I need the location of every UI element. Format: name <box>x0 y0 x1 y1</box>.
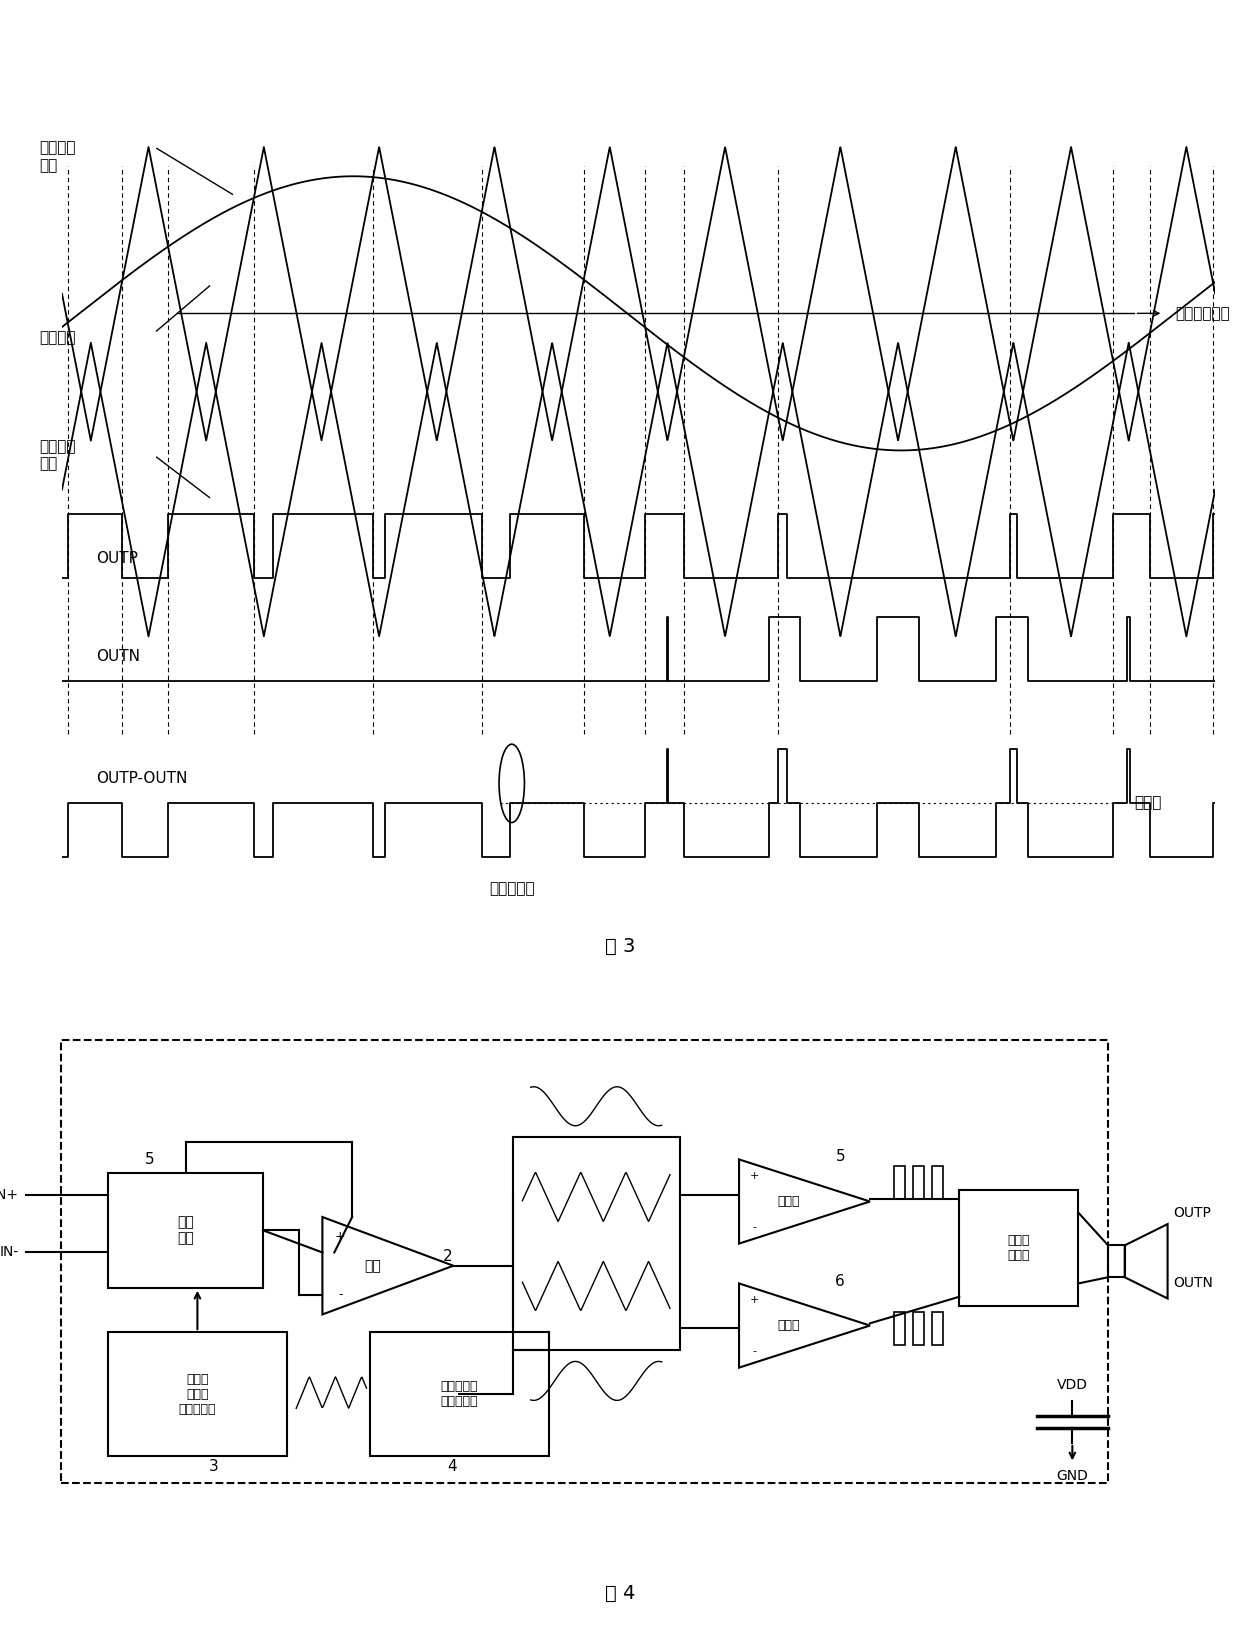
Bar <box>913 1312 924 1345</box>
Text: OUTP: OUTP <box>1173 1206 1211 1219</box>
Text: 3: 3 <box>210 1459 219 1474</box>
Text: 音频信号: 音频信号 <box>38 330 76 346</box>
Text: 5: 5 <box>836 1149 844 1164</box>
Text: 信号零点位置: 信号零点位置 <box>1174 305 1230 322</box>
Bar <box>108 1173 263 1288</box>
Bar <box>370 1332 548 1456</box>
Text: VDD: VDD <box>1056 1379 1087 1392</box>
Bar <box>913 1165 924 1200</box>
Text: OUTP-OUTN: OUTP-OUTN <box>97 770 188 787</box>
Text: OUTP: OUTP <box>97 550 139 566</box>
Bar <box>1109 1245 1125 1278</box>
Text: 运放: 运放 <box>365 1258 381 1273</box>
Text: OUTN: OUTN <box>1173 1276 1214 1291</box>
Text: -: - <box>339 1289 342 1301</box>
Bar <box>932 1312 942 1345</box>
Bar <box>932 1165 942 1200</box>
Text: 比较器: 比较器 <box>777 1319 800 1332</box>
Text: 6: 6 <box>836 1275 846 1289</box>
Text: OUTN: OUTN <box>97 648 140 664</box>
Bar <box>894 1165 904 1200</box>
Text: 5: 5 <box>145 1152 155 1167</box>
Text: 基准、
偏置、
三角波生成: 基准、 偏置、 三角波生成 <box>179 1373 216 1415</box>
Text: 第一路三
角波: 第一路三 角波 <box>38 140 76 173</box>
Text: 4: 4 <box>448 1459 458 1474</box>
Bar <box>61 1040 1109 1483</box>
Text: 2: 2 <box>443 1250 453 1265</box>
Text: 比较器: 比较器 <box>777 1195 800 1208</box>
Text: -: - <box>753 1346 756 1356</box>
Text: 图 4: 图 4 <box>605 1585 635 1603</box>
Text: 输出管
及驱动: 输出管 及驱动 <box>1008 1234 1030 1262</box>
Bar <box>108 1332 286 1456</box>
Text: IN+: IN+ <box>0 1188 19 1201</box>
Text: 窄脉冲位置: 窄脉冲位置 <box>489 881 534 896</box>
Bar <box>960 1190 1079 1306</box>
Text: 零电平: 零电平 <box>1135 795 1162 811</box>
Text: +: + <box>750 1172 759 1182</box>
Text: 图 3: 图 3 <box>605 937 635 956</box>
Text: GND: GND <box>1056 1469 1089 1483</box>
Text: -: - <box>753 1222 756 1232</box>
Bar <box>894 1312 904 1345</box>
Text: +: + <box>335 1231 346 1244</box>
Text: IN-: IN- <box>0 1245 19 1260</box>
Text: +: + <box>750 1296 759 1306</box>
Text: 三角波限幅
或搬移电路: 三角波限幅 或搬移电路 <box>440 1381 479 1408</box>
Text: 第二路三
角波: 第二路三 角波 <box>38 439 76 472</box>
Bar <box>513 1138 680 1350</box>
Text: 增益
调节: 增益 调节 <box>177 1216 193 1245</box>
